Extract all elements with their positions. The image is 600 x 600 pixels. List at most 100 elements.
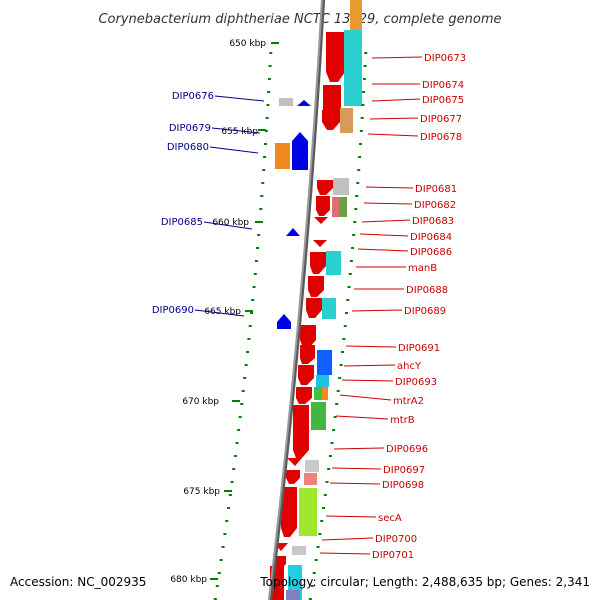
gene-label-forward[interactable]: DIP0697	[383, 465, 425, 476]
gene-feature-box[interactable]	[350, 0, 362, 30]
gene-label-forward[interactable]: mtrA2	[393, 396, 424, 407]
gene-label-forward[interactable]: manB	[408, 263, 437, 274]
gene-label-forward[interactable]: DIP0701	[372, 550, 414, 561]
gene-feature-box[interactable]	[314, 387, 322, 400]
gene-arrow-forward[interactable]	[298, 365, 314, 385]
gene-label-forward[interactable]: DIP0696	[386, 444, 428, 455]
minor-tick	[215, 585, 219, 587]
gene-label-reverse[interactable]: DIP0690	[152, 305, 194, 316]
gene-label-forward[interactable]: DIP0683	[412, 216, 454, 227]
gene-label-forward[interactable]: DIP0677	[420, 114, 462, 125]
scale-tick-label: 675 kbp	[183, 487, 220, 497]
minor-tick	[261, 182, 265, 184]
gene-arrow-forward[interactable]	[313, 240, 327, 247]
gene-arrow-forward[interactable]	[310, 252, 326, 274]
scale-tick-label: 670 kbp	[182, 397, 219, 407]
minor-tick	[256, 247, 260, 249]
gene-feature-box[interactable]	[305, 460, 319, 472]
gene-feature-box[interactable]	[299, 488, 317, 536]
gene-arrow-forward[interactable]	[306, 298, 322, 318]
gene-label-forward[interactable]: DIP0689	[404, 306, 446, 317]
gene-arrow-forward[interactable]	[293, 405, 309, 458]
minor-tick	[310, 585, 314, 587]
minor-tick	[263, 156, 267, 158]
gene-arrow-reverse[interactable]	[286, 228, 300, 236]
gene-label-forward[interactable]: DIP0688	[406, 285, 448, 296]
minor-tick	[353, 221, 357, 223]
gene-label-forward[interactable]: DIP0684	[410, 232, 452, 243]
gene-feature-box[interactable]	[339, 197, 347, 217]
gene-arrow-forward[interactable]	[281, 487, 297, 537]
gene-label-forward[interactable]: DIP0700	[375, 534, 417, 545]
gene-arrow-forward[interactable]	[287, 458, 302, 466]
gene-arrow-forward[interactable]	[316, 196, 330, 216]
minor-tick	[230, 481, 234, 483]
gene-label-forward[interactable]: DIP0675	[422, 95, 464, 106]
gene-feature-box[interactable]	[275, 143, 290, 169]
gene-feature-box[interactable]	[344, 30, 362, 106]
gene-label-forward[interactable]: DIP0678	[420, 132, 462, 143]
label-leader-line	[359, 233, 409, 237]
gene-arrow-forward[interactable]	[300, 345, 315, 364]
minor-tick	[348, 273, 352, 275]
gene-feature-box[interactable]	[326, 251, 341, 275]
gene-label-reverse[interactable]: DIP0680	[167, 142, 209, 153]
gene-label-forward[interactable]: DIP0673	[424, 53, 466, 64]
gene-arrow-reverse[interactable]	[297, 100, 311, 106]
gene-label-forward[interactable]: DIP0698	[382, 480, 424, 491]
minor-tick	[260, 195, 264, 197]
gene-feature-box[interactable]	[322, 387, 328, 400]
minor-tick	[332, 429, 336, 431]
gene-arrow-forward[interactable]	[286, 470, 300, 484]
gene-feature-box[interactable]	[317, 350, 332, 375]
gene-label-forward[interactable]: DIP0681	[415, 184, 457, 195]
gene-feature-box[interactable]	[316, 375, 329, 387]
minor-tick	[250, 312, 254, 314]
gene-feature-box[interactable]	[333, 178, 349, 195]
gene-feature-box[interactable]	[286, 590, 300, 600]
minor-tick	[358, 143, 362, 145]
gene-label-forward[interactable]: DIP0693	[395, 377, 437, 388]
minor-tick	[213, 598, 217, 600]
gene-feature-box[interactable]	[304, 473, 317, 485]
gene-label-forward[interactable]: DIP0682	[414, 200, 456, 211]
minor-tick	[336, 390, 340, 392]
label-leader-line	[371, 98, 421, 102]
accession-text: Accession: NC_002935	[10, 575, 146, 589]
gene-label-forward[interactable]: ahcY	[397, 361, 422, 372]
gene-arrow-forward[interactable]	[296, 387, 312, 404]
gene-label-forward[interactable]: secA	[378, 513, 402, 524]
gene-feature-box[interactable]	[322, 298, 336, 319]
gene-arrow-forward[interactable]	[300, 325, 316, 348]
gene-label-forward[interactable]: DIP0691	[398, 343, 440, 354]
minor-tick	[225, 520, 229, 522]
gene-label-forward[interactable]: DIP0686	[410, 247, 452, 258]
gene-arrow-reverse[interactable]	[292, 132, 308, 170]
gene-arrow-forward[interactable]	[314, 217, 328, 224]
minor-tick	[252, 286, 256, 288]
gene-arrow-reverse[interactable]	[277, 314, 291, 329]
minor-tick	[362, 91, 366, 93]
gene-arrow-forward[interactable]	[317, 180, 333, 195]
label-leader-line	[331, 467, 382, 470]
gene-feature-box[interactable]	[332, 197, 339, 217]
minor-tick	[338, 377, 342, 379]
minor-tick	[247, 338, 251, 340]
scale-tick-label: 680 kbp	[170, 575, 207, 585]
minor-tick	[322, 507, 326, 509]
gene-feature-box[interactable]	[279, 98, 293, 106]
gene-label-reverse[interactable]: DIP0679	[169, 123, 211, 134]
gene-label-forward[interactable]: mtrB	[390, 415, 415, 426]
gene-arrow-forward[interactable]	[326, 32, 345, 82]
gene-feature-box[interactable]	[311, 402, 326, 430]
gene-label-reverse[interactable]: DIP0685	[161, 217, 203, 228]
minor-tick	[257, 234, 261, 236]
gene-feature-box[interactable]	[292, 546, 306, 555]
gene-label-forward[interactable]: DIP0674	[422, 80, 464, 91]
gene-arrow-forward[interactable]	[323, 85, 341, 118]
gene-arrow-forward[interactable]	[308, 276, 324, 297]
gene-arrow-forward[interactable]	[322, 110, 340, 130]
gene-label-reverse[interactable]: DIP0676	[172, 91, 214, 102]
gene-feature-box[interactable]	[340, 108, 353, 133]
minor-tick	[262, 169, 266, 171]
